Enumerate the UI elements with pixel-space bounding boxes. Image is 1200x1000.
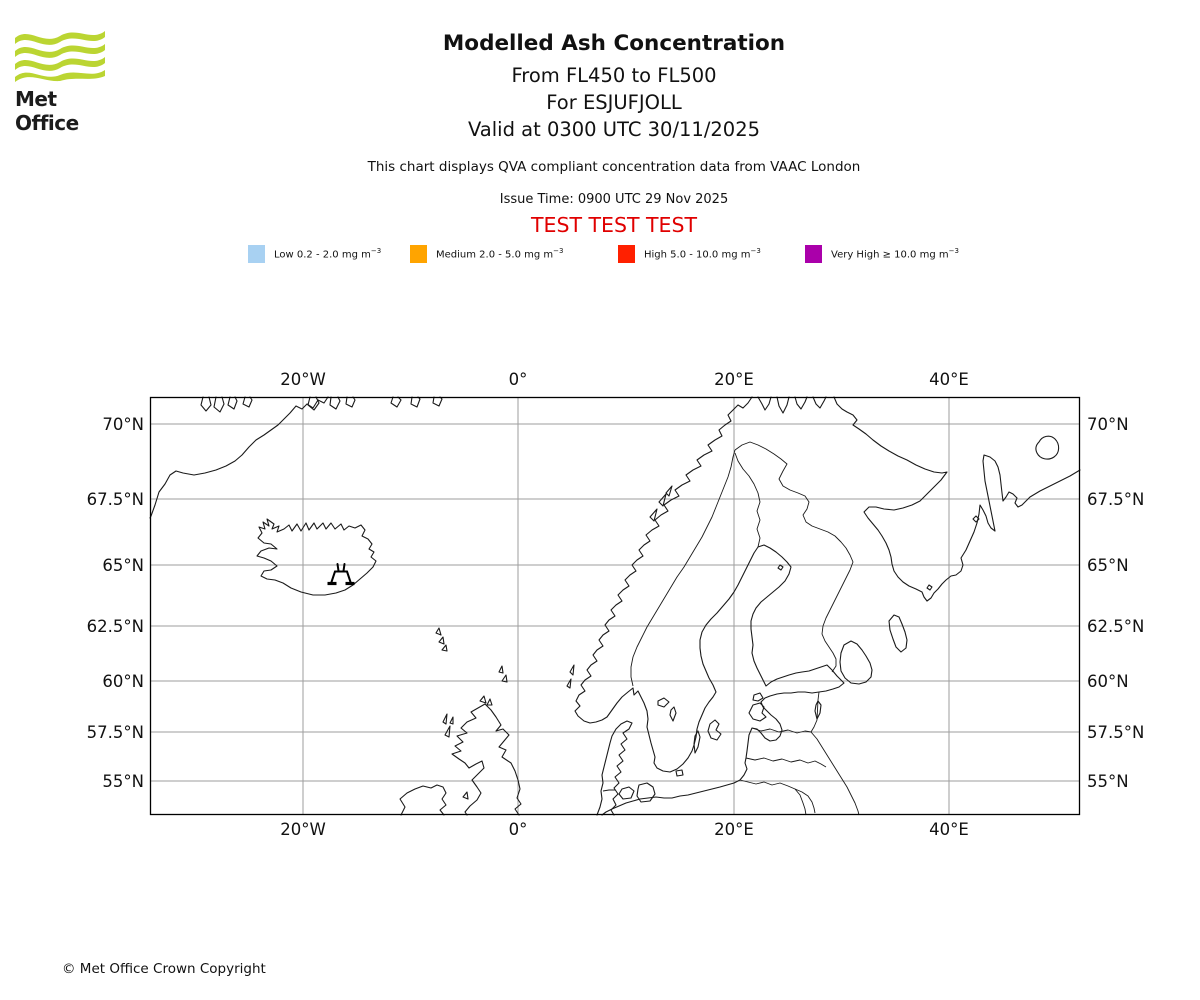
morzhovets-island [972, 515, 980, 523]
x-tick-bottom-40e: 40°E [929, 820, 969, 839]
legend-swatch-high [618, 244, 635, 263]
hebrides-islands [442, 713, 454, 738]
y-tick-right-70n: 70°N [1087, 415, 1129, 434]
y-tick-left-62-5n: 62.5°N [86, 617, 144, 636]
estonian-islands [748, 692, 767, 722]
funen-island [618, 786, 635, 800]
oland-island [693, 730, 701, 754]
shetland-islands [498, 665, 508, 683]
y-tick-left-55n: 55°N [102, 772, 144, 791]
y-tick-right-60n: 60°N [1087, 672, 1129, 691]
isle-of-man [462, 791, 469, 800]
x-tick-top-20e: 20°E [714, 370, 754, 389]
iceland-coastline [256, 518, 377, 596]
greenland-coastline [149, 396, 329, 519]
lake-onega [888, 614, 908, 653]
x-tick-top-20w: 20°W [280, 370, 326, 389]
map-canvas [149, 396, 1081, 816]
y-tick-left-57-5n: 57.5°N [86, 723, 144, 742]
gotland-island [707, 719, 722, 741]
y-tick-right-57-5n: 57.5°N [1087, 723, 1145, 742]
denmark-jutland-coastline [596, 720, 633, 816]
solovetsky-islands [926, 584, 933, 591]
legend-label-low: Low 0.2 - 2.0 mg m [274, 249, 371, 261]
faroe-islands [435, 627, 448, 652]
ireland-coastline [399, 784, 447, 816]
great-britain-coastline [451, 703, 522, 816]
legend-swatch-very-high [805, 244, 822, 263]
legend-sup-very-high: −3 [948, 246, 959, 255]
page-title: Modelled Ash Concentration [442, 31, 786, 56]
x-tick-top-0: 0° [508, 370, 528, 389]
qva-description: This chart displays QVA compliant concen… [367, 159, 861, 175]
country-borders [602, 441, 860, 816]
legend-item-low: Low 0.2 - 2.0 mg m−3 [248, 244, 381, 263]
x-tick-bottom-0: 0° [508, 820, 528, 839]
legend-item-medium: Medium 2.0 - 5.0 mg m−3 [410, 244, 563, 263]
legend-label-high: High 5.0 - 10.0 mg m [644, 249, 751, 261]
legend-sup-medium: −3 [553, 246, 564, 255]
y-tick-left-60n: 60°N [102, 672, 144, 691]
lake-vanern [657, 697, 670, 708]
lofoten-islands [649, 485, 673, 522]
zealand-island [636, 782, 656, 803]
x-tick-bottom-20w: 20°W [280, 820, 326, 839]
legend-swatch-medium [410, 244, 427, 263]
legend-sup-high: −3 [750, 246, 761, 255]
legend-sup-low: −3 [370, 246, 382, 255]
legend-item-very-high: Very High ≥ 10.0 mg m−3 [805, 244, 959, 263]
bergen-islands [566, 664, 575, 689]
copyright-notice: © Met Office Crown Copyright [62, 961, 266, 977]
kola-white-sea-kanin-coastline [833, 396, 1081, 602]
hailuoto-island [777, 564, 784, 571]
met-office-logo-text: Met Office [15, 87, 79, 135]
scandinavia-baltic-coastline [574, 396, 845, 816]
issue-time: Issue Time: 0900 UTC 29 Nov 2025 [499, 192, 729, 207]
norway-finnmark-fjords [757, 396, 827, 414]
y-tick-left-70n: 70°N [102, 415, 144, 434]
orkney-islands [479, 695, 493, 706]
lake-ladoga [839, 640, 873, 685]
subtitle-volcano: For ESJUFJOLL [546, 91, 682, 114]
legend-label-very-high: Very High ≥ 10.0 mg m [831, 249, 949, 261]
subtitle-flight-levels: From FL450 to FL500 [511, 64, 717, 87]
legend-label-medium: Medium 2.0 - 5.0 mg m [436, 249, 554, 261]
subtitle-valid-time: Valid at 0300 UTC 30/11/2025 [467, 118, 761, 141]
lake-vattern [669, 706, 677, 722]
volcano-marker [327, 563, 355, 586]
legend-swatch-low [248, 244, 265, 263]
met-office-logo: Met Office [15, 26, 125, 135]
test-banner: TEST TEST TEST [530, 213, 698, 237]
met-office-logo-waves [15, 31, 105, 82]
greenland-islands [200, 396, 443, 413]
y-tick-left-67-5n: 67.5°N [86, 490, 144, 509]
y-tick-right-65n: 65°N [1087, 556, 1129, 575]
map-frame [149, 396, 1081, 816]
y-tick-right-67-5n: 67.5°N [1087, 490, 1145, 509]
x-tick-bottom-20e: 20°E [714, 820, 754, 839]
x-tick-top-40e: 40°E [929, 370, 969, 389]
legend-item-high: High 5.0 - 10.0 mg m−3 [618, 244, 761, 263]
kolguyev-island [1035, 435, 1060, 460]
bornholm-island [675, 769, 684, 777]
y-tick-right-62-5n: 62.5°N [1087, 617, 1145, 636]
grid-lines [150, 397, 1080, 815]
y-tick-right-55n: 55°N [1087, 772, 1129, 791]
y-tick-left-65n: 65°N [102, 556, 144, 575]
